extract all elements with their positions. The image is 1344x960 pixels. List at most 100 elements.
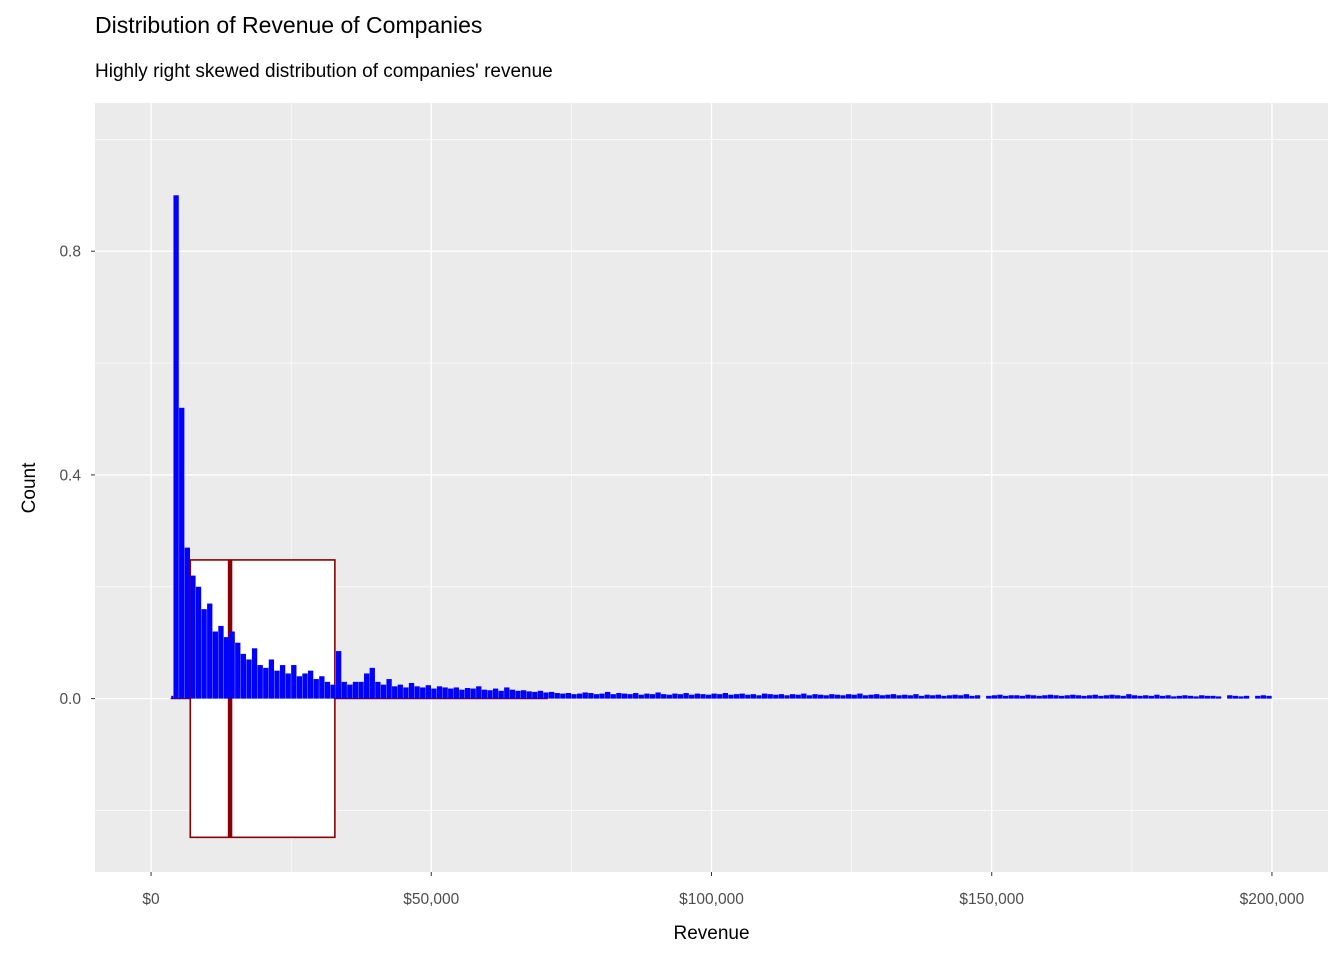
histogram-bar [257, 665, 263, 699]
histogram-bar [1243, 695, 1250, 699]
histogram-bar [509, 689, 516, 699]
histogram-bar [868, 694, 874, 699]
histogram-bar [739, 693, 745, 699]
x-tick-label: $150,000 [959, 891, 1024, 908]
histogram-bar [1215, 696, 1222, 699]
chart-subtitle: Highly right skewed distribution of comp… [95, 61, 553, 82]
histogram-bar [207, 603, 213, 699]
histogram-bar [492, 688, 499, 699]
histogram-bar [677, 694, 684, 699]
histogram-bar [476, 686, 482, 699]
gridlines [95, 103, 1328, 872]
histogram-bar [1036, 695, 1042, 699]
histogram-bar [1165, 695, 1171, 699]
histogram-bar [1176, 695, 1182, 699]
histogram-bar [212, 631, 218, 699]
histogram-bar [268, 659, 275, 699]
histogram-bar [683, 693, 689, 699]
histogram-bar [862, 695, 869, 699]
histogram-bar [235, 642, 241, 699]
histogram-bar [229, 631, 235, 699]
histogram-bar [946, 695, 953, 699]
histogram-bar [526, 691, 532, 699]
histogram-bar [1227, 695, 1233, 699]
histogram-bar [190, 575, 196, 699]
histogram-bar [767, 694, 773, 699]
histogram-bar [784, 695, 790, 699]
histogram-bar [1103, 695, 1110, 699]
histogram-bar [313, 679, 319, 699]
histogram-bar [1081, 695, 1087, 699]
histogram-bar [1002, 695, 1009, 699]
histogram-bar [436, 686, 443, 699]
histogram-bar [745, 694, 751, 699]
histogram-bar [171, 695, 174, 699]
histogram-bar [403, 687, 409, 699]
histogram-bar [1210, 695, 1216, 699]
histogram-bar [1042, 695, 1048, 699]
histogram-bar [1126, 694, 1132, 699]
iqr-box [189, 559, 336, 839]
histogram-bar [840, 695, 846, 699]
histogram-bar [778, 694, 785, 699]
histogram-bar [352, 681, 359, 699]
histogram-bar [1019, 695, 1026, 699]
histogram-bar [974, 695, 981, 699]
histogram-bar [1098, 695, 1104, 699]
histogram-bar [761, 693, 768, 699]
histogram-bar [515, 690, 521, 699]
histogram-bar [627, 694, 633, 699]
histogram-bar [1025, 694, 1031, 699]
histogram-bar [907, 695, 913, 699]
histogram-bar [896, 695, 902, 699]
histogram-bar [958, 695, 964, 699]
histogram-bar [470, 688, 476, 699]
histogram-bar [520, 690, 527, 699]
histogram-bar [941, 695, 947, 699]
histogram-bar [700, 694, 706, 699]
histogram-bar [560, 693, 566, 699]
histogram-bar [1087, 695, 1093, 699]
x-tick-label: $100,000 [679, 891, 744, 908]
histogram-bar [829, 694, 835, 699]
histogram-bar [823, 695, 829, 699]
histogram-bar [1238, 696, 1244, 699]
histogram-bar [986, 695, 992, 699]
histogram-bar [812, 694, 818, 699]
histogram-bar [341, 681, 347, 699]
histogram-bar [1154, 694, 1160, 699]
histogram-bar [661, 694, 667, 699]
histogram-bar [347, 684, 353, 699]
histogram-bar [324, 681, 331, 699]
histogram-bar [319, 676, 325, 699]
x-tick-label: $200,000 [1240, 891, 1305, 908]
x-tick-label: $50,000 [403, 891, 459, 908]
histogram-bar [1008, 695, 1014, 699]
histogram-bar [1260, 695, 1267, 699]
histogram-bar [274, 670, 280, 699]
histogram-bar [913, 694, 919, 699]
histogram-bar [1148, 695, 1154, 699]
histogram-bar [930, 695, 936, 699]
histogram-bar [1109, 694, 1115, 699]
histogram-bar [201, 609, 207, 699]
histogram-bar [498, 690, 504, 699]
histogram-bar [722, 693, 729, 699]
histogram-bar [554, 693, 560, 699]
y-tick-label: 0.8 [59, 244, 81, 261]
histogram-bar [223, 637, 230, 699]
histogram-bar [464, 687, 471, 699]
histogram-bar [616, 693, 622, 699]
histogram-bar [179, 407, 185, 699]
histogram-bar [285, 673, 291, 699]
histogram-bar [610, 694, 616, 699]
histogram-bar [991, 695, 998, 699]
histogram-bar [655, 692, 661, 699]
histogram-bar [605, 691, 611, 699]
histogram-bar [375, 681, 381, 699]
histogram-bar [195, 586, 202, 699]
histogram-bar [279, 665, 286, 699]
histogram-bar [1115, 695, 1121, 699]
histogram-bar [263, 667, 269, 699]
histogram-bar [969, 695, 975, 699]
